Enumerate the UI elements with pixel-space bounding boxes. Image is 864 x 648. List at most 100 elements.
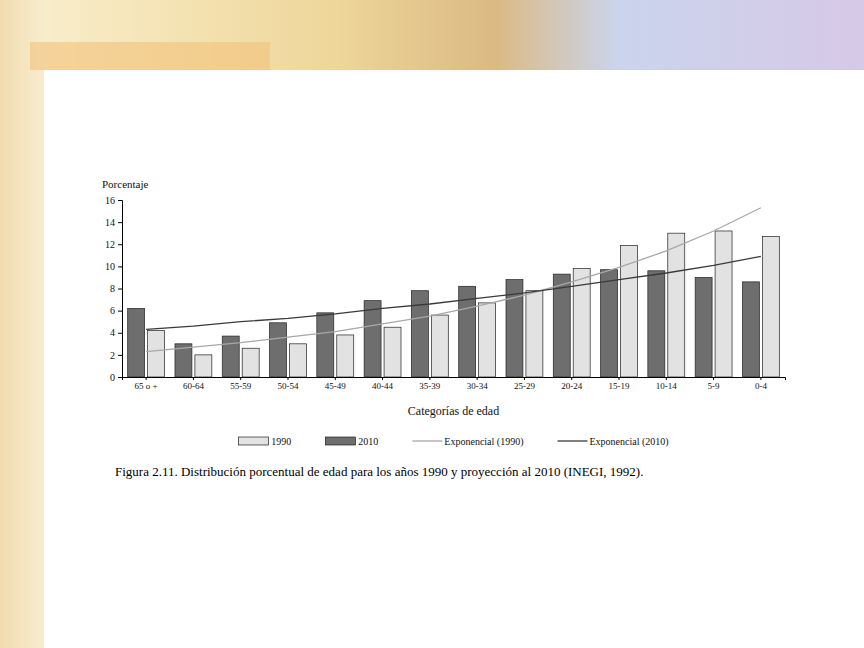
bar-series <box>148 231 780 377</box>
y-tick-label: 12 <box>105 239 115 250</box>
x-tick-label: 55-59 <box>230 381 251 391</box>
x-tick-mark <box>287 377 288 380</box>
x-tick-mark <box>524 377 525 380</box>
bar <box>553 274 570 377</box>
background-banner <box>30 42 270 70</box>
bar <box>270 323 287 377</box>
y-tick-mark <box>118 355 122 356</box>
bar <box>695 277 712 377</box>
trend-line <box>146 256 761 329</box>
y-tick-label: 8 <box>110 283 115 294</box>
bar <box>479 303 496 377</box>
bar <box>431 315 448 377</box>
x-tick-label: 15-19 <box>609 381 630 391</box>
legend-item: 2010 <box>325 436 378 447</box>
y-tick: 14 <box>105 217 122 228</box>
x-tick-mark <box>240 377 241 380</box>
y-tick: 6 <box>110 305 122 316</box>
y-tick: 2 <box>110 350 122 361</box>
bar <box>364 301 381 377</box>
legend-key <box>238 437 268 445</box>
bar <box>337 335 354 377</box>
x-tick-mark <box>335 377 336 380</box>
y-tick-mark <box>118 244 122 245</box>
x-tick-label: 35-39 <box>419 381 440 391</box>
legend-key <box>412 440 442 441</box>
legend-key <box>558 440 588 441</box>
y-axis-line <box>118 201 123 378</box>
x-tick-label: 0-4 <box>755 381 767 391</box>
bar <box>242 348 259 377</box>
legend: 1990 2010 Exponencial (1990) Exponencial (2… <box>238 436 668 448</box>
legend-label: Exponencial (2010) <box>590 436 669 448</box>
y-tick-mark <box>118 311 122 312</box>
x-tick: 60-64 <box>183 377 204 391</box>
x-tick-label: 10-14 <box>656 381 677 391</box>
x-tick-mark <box>382 377 383 380</box>
x-tick: 10-14 <box>656 377 677 391</box>
y-tick: 0 <box>110 372 122 383</box>
y-tick-mark <box>118 377 122 378</box>
x-axis-title: Categorías de edad <box>408 404 499 418</box>
bar <box>668 233 685 377</box>
trend-line <box>146 208 761 352</box>
x-axis: 65 o + 60-64 55-59 50-54 45-49 40-44 35-39 30-3… <box>123 377 786 391</box>
x-axis-line <box>123 378 786 381</box>
y-tick: 16 <box>105 195 122 206</box>
x-tick: 35-39 <box>419 377 440 391</box>
bar <box>222 336 239 377</box>
y-tick: 4 <box>110 327 122 338</box>
y-tick-mark <box>118 222 122 223</box>
bar <box>148 331 165 377</box>
bar <box>526 291 543 377</box>
y-tick-label: 10 <box>105 261 115 272</box>
y-tick-label: 6 <box>110 305 115 316</box>
background-strip <box>0 0 44 648</box>
plot-area <box>128 208 780 377</box>
x-tick-mark <box>619 377 620 380</box>
x-tick-label: 40-44 <box>372 381 393 391</box>
x-tick-label: 65 o + <box>135 381 158 391</box>
x-tick-mark <box>571 377 572 380</box>
x-tick-label: 45-49 <box>325 381 346 391</box>
bar <box>648 271 665 377</box>
y-tick-label: 14 <box>105 217 115 228</box>
bar <box>621 245 638 377</box>
bar <box>601 270 618 377</box>
x-tick: 5-9 <box>708 377 720 391</box>
x-tick: 55-59 <box>230 377 251 391</box>
x-tick-mark <box>666 377 667 380</box>
y-tick-label: 4 <box>110 327 115 338</box>
legend-label: 2010 <box>358 436 378 447</box>
y-tick-mark <box>118 266 122 267</box>
y-tick-mark <box>118 289 122 290</box>
y-tick-mark <box>118 200 122 201</box>
y-tick: 10 <box>105 261 122 272</box>
x-tick-label: 5-9 <box>708 381 720 391</box>
bar <box>317 313 334 377</box>
bar <box>762 237 779 377</box>
chart: 0 2 4 6 8 10 12 14 16 65 o + 60-64 55-59 50-54 45-49 4… <box>0 0 864 648</box>
x-tick-mark <box>760 377 761 380</box>
x-tick: 0-4 <box>755 377 767 391</box>
x-tick: 50-54 <box>277 377 298 391</box>
x-tick-label: 20-24 <box>561 381 582 391</box>
bar <box>742 282 759 377</box>
x-tick-mark <box>146 377 147 380</box>
x-tick: 25-29 <box>514 377 535 391</box>
x-tick: 45-49 <box>325 377 346 391</box>
x-tick: 15-19 <box>609 377 630 391</box>
legend-key <box>325 437 355 445</box>
legend-item: Exponencial (1990) <box>412 436 523 448</box>
x-tick-label: 25-29 <box>514 381 535 391</box>
bar <box>715 231 732 377</box>
y-tick-label: 16 <box>105 195 115 206</box>
x-tick-mark <box>477 377 478 380</box>
chart-title: Figura 2.11. Distribución porcentual de … <box>115 464 643 479</box>
legend-item: 1990 <box>238 436 291 447</box>
x-tick-label: 60-64 <box>183 381 204 391</box>
x-tick: 30-34 <box>467 377 488 391</box>
x-tick-label: 50-54 <box>277 381 298 391</box>
y-axis: 0 2 4 6 8 10 12 14 16 <box>105 195 123 383</box>
y-tick: 12 <box>105 239 122 250</box>
